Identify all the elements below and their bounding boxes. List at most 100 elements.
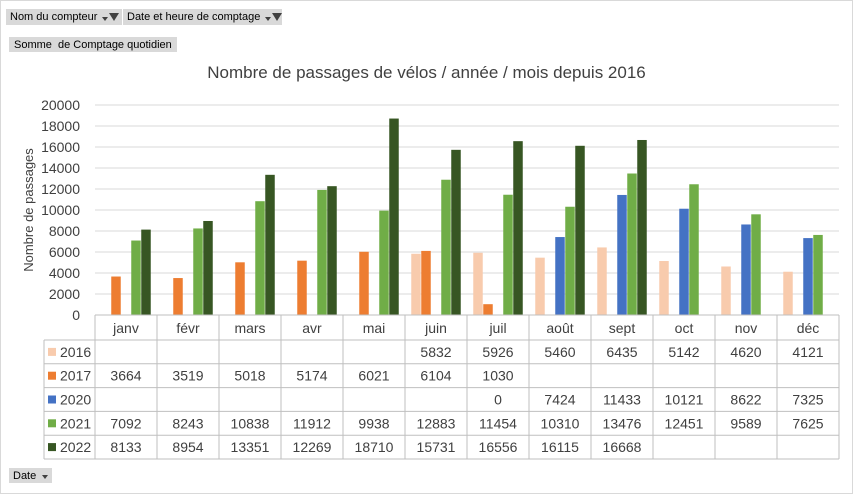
data-label: 8243 (172, 415, 203, 431)
counter-name-filter-button[interactable]: Nom du compteur (6, 9, 122, 25)
data-label: 4620 (730, 344, 761, 360)
y-tick-label: 6000 (49, 244, 80, 260)
bar (721, 266, 731, 315)
y-tick-label: 12000 (41, 181, 80, 197)
data-label: 6104 (420, 368, 451, 384)
bar (617, 194, 627, 315)
data-label: 9589 (730, 415, 761, 431)
data-label: 5174 (296, 368, 327, 384)
y-tick-label: 16000 (41, 139, 80, 155)
data-label: 13351 (231, 439, 270, 455)
dropdown-arrow-icon (265, 16, 272, 21)
data-label: 11912 (293, 415, 331, 431)
data-label: 11433 (603, 392, 641, 408)
data-label: 9938 (358, 415, 389, 431)
bar (441, 179, 451, 315)
data-label: 5926 (482, 344, 513, 360)
x-tick-label: févr (176, 320, 200, 336)
x-tick-label: oct (675, 320, 694, 336)
data-label: 1030 (482, 368, 513, 384)
data-label: 8622 (730, 392, 761, 408)
bar (327, 186, 337, 315)
bar (575, 145, 585, 315)
y-tick-label: 4000 (49, 265, 80, 281)
y-tick-label: 8000 (49, 223, 80, 239)
legend-key (48, 419, 56, 428)
chart-title: Nombre de passages de vélos / année / mo… (207, 63, 646, 82)
data-label: 16556 (479, 439, 518, 455)
date-field-button[interactable]: Date (9, 468, 53, 483)
bar (297, 260, 307, 315)
data-label: 5832 (420, 344, 451, 360)
datetime-filter-label: Date et heure de comptage (127, 11, 261, 23)
data-label: 13476 (603, 415, 642, 431)
x-tick-label: mars (234, 320, 265, 336)
data-label: 18710 (355, 439, 394, 455)
bar (193, 228, 203, 315)
bar (379, 210, 389, 315)
data-label: 7325 (792, 392, 823, 408)
bar (173, 278, 183, 315)
data-label: 16115 (541, 439, 579, 455)
filter-funnel-icon (272, 13, 283, 21)
bar (741, 224, 751, 315)
counter-name-filter-label: Nom du compteur (10, 11, 98, 23)
y-tick-label: 18000 (41, 118, 80, 134)
bar (565, 206, 575, 315)
data-label: 6021 (358, 368, 389, 384)
bar (659, 261, 669, 315)
x-tick-label: janv (112, 320, 139, 336)
x-tick-label: juin (424, 320, 447, 336)
data-label: 10121 (665, 392, 704, 408)
y-tick-label: 0 (72, 307, 80, 323)
bar (359, 251, 369, 315)
data-label: 12451 (665, 415, 704, 431)
bar (255, 201, 265, 315)
data-label: 10310 (541, 415, 580, 431)
data-label: 10838 (231, 415, 270, 431)
bar (141, 229, 151, 315)
legend-entry: 2016 (60, 344, 91, 360)
x-tick-label: mai (363, 320, 386, 336)
x-tick-label: août (546, 320, 573, 336)
data-label: 5018 (234, 368, 265, 384)
legend-key (48, 443, 56, 452)
bar (627, 173, 637, 315)
data-label: 12269 (293, 439, 332, 455)
bar (803, 238, 813, 315)
value-field-button[interactable]: Somme de Comptage quotidien (9, 37, 177, 52)
data-label: 0 (494, 392, 502, 408)
date-field-label: Date (13, 469, 37, 482)
data-label: 3519 (172, 368, 203, 384)
x-tick-label: nov (735, 320, 758, 336)
data-label: 5460 (544, 344, 575, 360)
data-label: 7424 (544, 392, 575, 408)
bar (203, 220, 213, 315)
data-label: 11454 (479, 415, 517, 431)
datetime-filter-button[interactable]: Date et heure de comptage (123, 9, 283, 25)
data-label: 8133 (110, 439, 141, 455)
data-label: 7625 (792, 415, 823, 431)
bar (389, 118, 399, 315)
bar (451, 149, 461, 315)
bar (265, 174, 275, 315)
data-label: 6435 (606, 344, 637, 360)
x-tick-label: juil (488, 320, 506, 336)
data-label: 4121 (792, 344, 823, 360)
bar (131, 240, 141, 315)
legend-key (48, 371, 56, 380)
dropdown-arrow-icon (42, 475, 49, 479)
bar (411, 253, 421, 315)
legend-entry: 2021 (60, 415, 91, 431)
bar (111, 276, 121, 315)
legend-key (48, 395, 56, 404)
x-tick-label: déc (797, 320, 820, 336)
data-label: 7092 (110, 415, 141, 431)
bar (751, 214, 761, 315)
bar (483, 304, 493, 315)
data-label: 8954 (172, 439, 203, 455)
data-label: 5142 (668, 344, 699, 360)
filter-funnel-icon (109, 13, 120, 21)
data-label: 16668 (603, 439, 642, 455)
